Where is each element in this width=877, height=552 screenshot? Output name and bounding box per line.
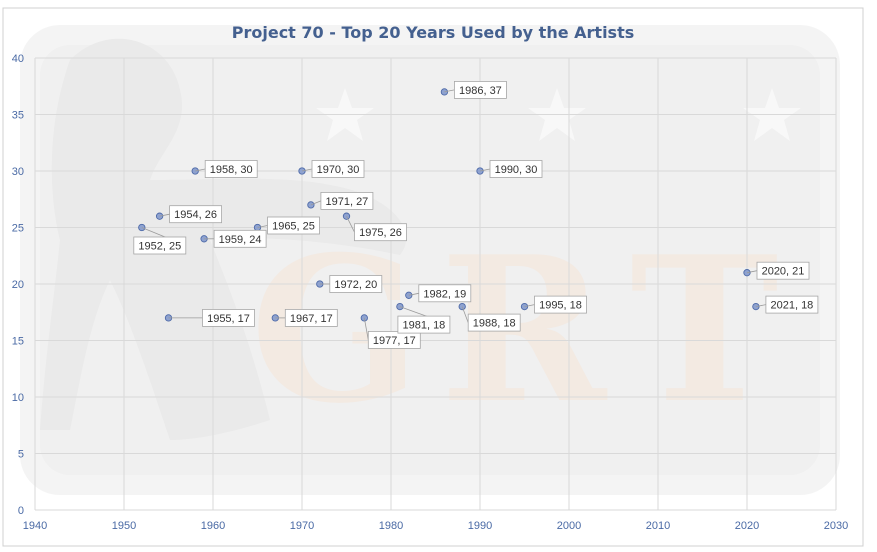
x-tick-label: 2030: [824, 520, 848, 532]
data-label: 1971, 27: [325, 196, 368, 208]
data-label-box: [467, 313, 521, 332]
data-label-leader: [524, 304, 535, 307]
x-tick-label: 1960: [201, 520, 225, 532]
data-label: 2020, 21: [762, 266, 805, 278]
data-label-box: [204, 160, 258, 178]
data-point: [396, 302, 404, 311]
x-tick-label: 2000: [557, 520, 581, 532]
data-label-box: [418, 284, 472, 303]
data-label: 1958, 30: [210, 164, 253, 176]
data-label-box: [213, 229, 267, 248]
data-label: 1967, 17: [290, 313, 333, 325]
svg-text:R: R: [440, 213, 608, 448]
data-label: 1981, 18: [402, 320, 445, 332]
y-tick-label: 25: [12, 223, 24, 235]
x-tick-label: 1980: [379, 520, 403, 532]
x-tick-label: 1990: [468, 520, 492, 532]
x-tick-label: 1950: [112, 520, 136, 532]
data-point: [458, 302, 466, 311]
y-tick-label: 10: [12, 392, 24, 404]
data-label: 1965, 25: [272, 221, 315, 233]
background-watermark: G R T: [20, 25, 840, 495]
data-point: [307, 201, 315, 209]
data-labels: 1952, 25 1954, 26 1955, 17 1958, 30 1959, 24…: [133, 81, 819, 349]
data-label-box: [329, 275, 383, 293]
svg-text:T: T: [630, 213, 779, 448]
y-tick-label: 0: [18, 505, 24, 517]
data-label-box: [534, 295, 587, 314]
data-label: 2021, 18: [770, 300, 813, 312]
data-label-leader: [755, 304, 766, 307]
data-label: 1986, 37: [459, 85, 502, 97]
data-label-box: [354, 223, 407, 242]
data-label-leader: [408, 292, 419, 296]
data-label-box: [133, 236, 187, 255]
x-tick-label: 1940: [23, 520, 47, 532]
y-tick-label: 30: [12, 166, 24, 178]
data-label-leader: [479, 168, 491, 172]
x-tick-label: 1970: [290, 520, 314, 532]
data-label-box: [169, 205, 223, 224]
data-label-leader: [195, 168, 206, 172]
data-label: 1982, 19: [423, 288, 466, 300]
data-label-box: [489, 160, 543, 178]
data-label-leader: [310, 200, 322, 206]
data-label: 1990, 30: [495, 164, 538, 176]
data-label: 1977, 17: [373, 335, 416, 347]
data-label-box: [311, 160, 365, 178]
x-axis-ticks: 1940 1950 1960 1970 1980 1990 2000 2010 2020 2030: [23, 520, 848, 532]
y-axis-ticks: 0 5 10 15 20 25 30 35 40: [12, 53, 24, 517]
data-label-box: [765, 295, 819, 314]
data-label: 1972, 20: [334, 279, 377, 291]
data-label-box: [202, 308, 255, 327]
x-tick-label: 2010: [646, 520, 670, 532]
data-label-leader: [444, 89, 455, 93]
chart-title: Project 70 - Top 20 Years Used by the Ar…: [232, 23, 635, 42]
data-label: 1975, 26: [359, 227, 402, 239]
data-label-box: [397, 315, 451, 334]
data-label-box: [320, 191, 374, 210]
data-point: [360, 314, 368, 322]
svg-text:G: G: [250, 213, 421, 448]
data-label-leader: [746, 270, 758, 274]
data-label-box: [284, 308, 338, 327]
data-label-box: [756, 261, 810, 280]
data-label-leader: [461, 306, 469, 323]
data-label-box: [367, 330, 421, 349]
data-label-leader: [159, 213, 170, 217]
y-tick-label: 20: [12, 279, 24, 291]
data-label: 1954, 26: [174, 209, 217, 221]
data-label-leader: [257, 225, 268, 228]
data-label-box: [453, 81, 507, 99]
data-label: 1995, 18: [539, 300, 582, 312]
data-label-leader: [301, 168, 313, 172]
gridlines: [34, 57, 837, 511]
x-tick-label: 2020: [735, 520, 759, 532]
data-label: 1952, 25: [138, 241, 181, 253]
data-label: 1988, 18: [473, 318, 516, 330]
data-label: 1959, 24: [219, 234, 262, 246]
y-tick-label: 35: [12, 110, 24, 122]
data-label: 1955, 17: [207, 313, 250, 325]
data-label: 1970, 30: [317, 164, 360, 176]
data-label-leader: [346, 216, 355, 233]
data-label-box: [267, 216, 320, 235]
y-tick-label: 15: [12, 336, 24, 348]
data-point: [440, 88, 449, 96]
y-tick-label: 40: [12, 53, 24, 65]
data-label-leader: [363, 317, 369, 340]
y-tick-label: 5: [18, 449, 24, 461]
